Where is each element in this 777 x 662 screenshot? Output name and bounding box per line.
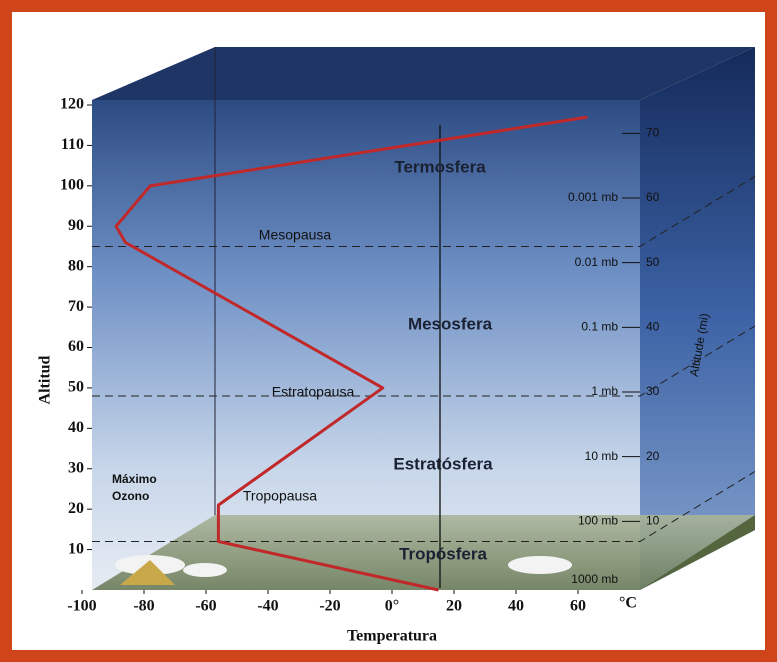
y-tick-label: 10 [68, 540, 84, 557]
annotation: Ozono [112, 489, 149, 503]
boundary-label: Mesopausa [259, 227, 332, 243]
layer-name: Mesosfera [408, 314, 493, 333]
annotation: Máximo [112, 472, 157, 486]
chart: Temperatura °C Altitud Altitude (mi) Máx… [0, 0, 777, 662]
y-tick-label: 100 [60, 177, 84, 194]
x-tick-label: 60 [570, 598, 586, 615]
x-tick-label: -100 [67, 598, 96, 615]
y-tick-label: 60 [68, 338, 84, 355]
cloud [508, 556, 572, 574]
y2-tick-label: 10 [646, 514, 660, 528]
y-tick-label: 110 [61, 136, 84, 153]
layer-name: Termosfera [394, 157, 486, 176]
x-tick-label: -20 [319, 598, 340, 615]
y-tick-label: 30 [68, 459, 84, 476]
y-tick-label: 50 [68, 379, 84, 396]
boundary-label: Tropopausa [243, 488, 317, 504]
x-axis-label: Temperatura [347, 628, 437, 645]
layer-name: Tropósfera [399, 544, 487, 563]
cloud [183, 563, 227, 577]
x-tick-label: 40 [508, 598, 524, 615]
pressure-label: 0.01 mb [575, 255, 619, 269]
y2-tick-label: 50 [646, 255, 660, 269]
pressure-label: 100 mb [578, 514, 618, 528]
y2-tick-label: 40 [646, 320, 660, 334]
x-tick-label: -40 [257, 598, 278, 615]
y2-tick-label: 20 [646, 449, 660, 463]
y-tick-label: 20 [68, 500, 84, 517]
x-tick-label: 0° [385, 598, 399, 615]
pressure-label: 0.1 mb [581, 320, 618, 334]
y2-tick-label: 70 [646, 126, 660, 140]
pressure-label: 0.001 mb [568, 190, 618, 204]
y-tick-label: 90 [68, 217, 84, 234]
x-unit: °C [619, 595, 637, 612]
x-tick-label: -80 [133, 598, 154, 615]
pressure-label: 10 mb [585, 449, 619, 463]
y2-tick-label: 30 [646, 384, 660, 398]
y-tick-label: 80 [68, 257, 84, 274]
y-tick-label: 120 [60, 96, 84, 113]
y-tick-label: 70 [68, 298, 84, 315]
boundary-label: Estratopausa [272, 384, 355, 400]
pressure-label: 1000 mb [571, 572, 618, 586]
x-tick-label: 20 [446, 598, 462, 615]
layer-name: Estratósfera [393, 454, 493, 473]
y-tick-label: 40 [68, 419, 84, 436]
y2-tick-label: 60 [646, 190, 660, 204]
x-tick-label: -60 [195, 598, 216, 615]
y-axis-label: Altitud [37, 355, 54, 404]
